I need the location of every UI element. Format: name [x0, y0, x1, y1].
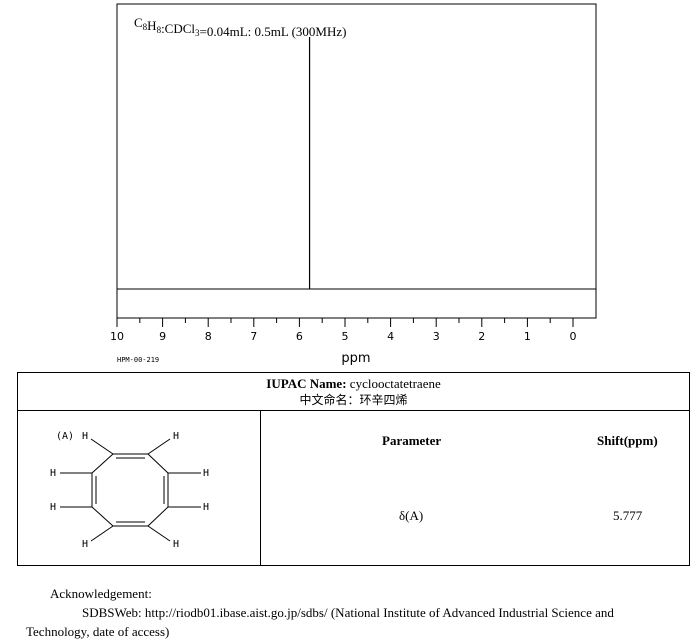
iupac-label: IUPAC Name:	[266, 376, 347, 391]
h-atom: H	[82, 431, 88, 442]
formula-subscript: 8	[157, 25, 162, 35]
x-tick-label: 5	[342, 330, 349, 343]
cn-label: 中文命名：	[299, 393, 360, 407]
condition-text: C8H8:CDCl3=0.04mL: 0.5mL (300MHz)	[134, 15, 346, 39]
nmr-spectrum-chart: C8H8:CDCl3=0.04mL: 0.5mL (300MHz) 10 9 8 7 6…	[110, 3, 597, 366]
formula-part: =0.04mL: 0.5mL (300MHz)	[200, 24, 347, 39]
x-tick-label: 9	[159, 330, 166, 343]
x-tick-label: 10	[110, 330, 124, 343]
acknowledgement-line1: SDBSWeb: http://riodb01.ibase.aist.go.jp…	[82, 605, 614, 620]
h-atom: H	[82, 539, 88, 550]
h-atom: H	[203, 468, 209, 479]
cn-name: 环辛四烯	[359, 393, 408, 407]
formula-part: H	[147, 18, 156, 33]
h-atom: H	[173, 539, 179, 550]
h-atom: H	[203, 502, 209, 513]
acknowledgement-line2: Technology, date of access)	[26, 624, 170, 639]
shift-header: Shift(ppm)	[597, 433, 658, 448]
info-table: IUPAC Name: cyclooctatetraene 中文命名：环辛四烯	[17, 372, 690, 566]
spectrum-code: HPM-00-219	[117, 356, 159, 364]
x-tick-label: 3	[433, 330, 440, 343]
formula-part: :CDCl	[161, 21, 195, 36]
plot-frame	[116, 3, 597, 319]
h-atom: H	[173, 431, 179, 442]
h-atom: H	[50, 468, 56, 479]
formula-part: C	[134, 15, 143, 30]
x-tick-label: 2	[478, 330, 485, 343]
x-tick-label: 6	[296, 330, 303, 343]
parameter-header: Parameter	[382, 433, 442, 448]
formula-subscript: 8	[143, 22, 148, 32]
h-atom: H	[50, 502, 56, 513]
iupac-name: cyclooctatetraene	[349, 376, 441, 391]
structure-cell: (A) H H H H H H H H	[18, 411, 261, 565]
x-tick-label: 8	[205, 330, 212, 343]
acknowledgement-title: Acknowledgement:	[50, 586, 152, 601]
label-a: (A)	[56, 431, 74, 442]
ticks-group: 10 9 8 7 6 5 4 3 2 1 0	[110, 318, 577, 343]
x-tick-label: 1	[524, 330, 531, 343]
parameter-value: δ(A)	[399, 508, 424, 523]
compound-name-box: IUPAC Name: cyclooctatetraene 中文命名：环辛四烯	[18, 373, 689, 411]
x-axis-label: ppm	[341, 351, 370, 366]
cyclooctatetraene-structure: (A) H H H H H H H H	[50, 431, 209, 550]
x-tick-label: 0	[570, 330, 577, 343]
x-tick-label: 7	[250, 330, 257, 343]
shift-value: 5.777	[613, 508, 643, 523]
x-tick-label: 4	[387, 330, 394, 343]
formula-subscript: 3	[195, 28, 200, 38]
